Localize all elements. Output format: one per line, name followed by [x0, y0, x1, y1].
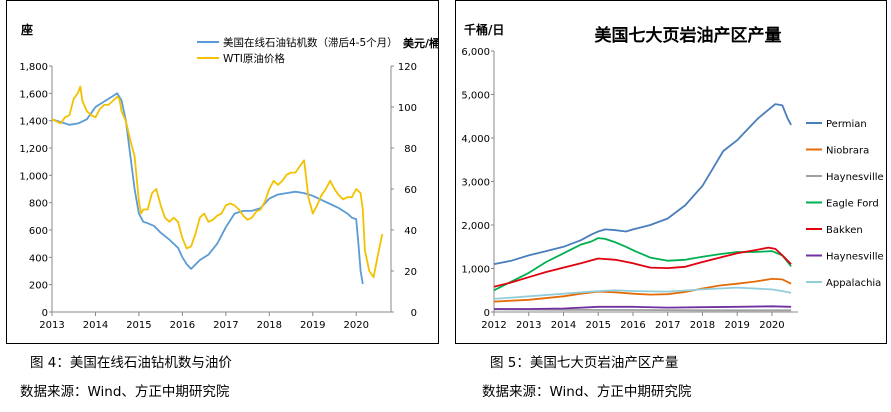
legend-label: Haynesville	[826, 172, 884, 183]
legend-label: WTI原油价格	[223, 52, 285, 65]
series-line	[494, 305, 792, 310]
right-axis-unit-label: 美元/桶	[403, 36, 438, 50]
left-y-tick-label: 0	[42, 308, 48, 319]
y-tick-label: 1,000	[461, 265, 490, 276]
y-tick-label: 3,000	[461, 178, 490, 189]
left-y-tick-label: 1,800	[19, 62, 48, 73]
legend-label: Haynesville	[826, 252, 884, 263]
x-tick-label: 2020	[344, 320, 369, 331]
legend-label: Bakken	[826, 225, 863, 236]
shale-production-svg: 千桶/日 美国七大页岩油产区产量 0 1,000 2,000 3,000 4,000 5,…	[461, 22, 884, 331]
x-tick-label: 2013	[516, 320, 541, 331]
left-y-tick-label: 1,000	[19, 171, 48, 182]
x-tick-label: 2016	[620, 320, 645, 331]
y-tick-label: 0	[484, 308, 490, 319]
x-tick-label: 2018	[690, 320, 715, 331]
x-axis-ticks: 2012 2013 2014 2015 2016 2017 2018 2019 2020	[481, 312, 785, 331]
x-tick-label: 2016	[170, 320, 195, 331]
x-tick-label: 2020	[759, 320, 784, 331]
x-axis-ticks: 2013 2014 2015 2016 2017 2018 2019 2020	[39, 312, 369, 331]
axes	[51, 66, 392, 313]
figure5-source: 数据来源：Wind、方正中期研究院	[482, 384, 692, 400]
x-tick-label: 2018	[257, 320, 282, 331]
left-y-tick-label: 200	[29, 281, 48, 292]
x-tick-label: 2014	[83, 320, 108, 331]
right-y-tick-label: 120	[398, 62, 417, 73]
right-y-tick-label: 60	[404, 185, 417, 196]
x-tick-label: 2013	[39, 320, 64, 331]
y-tick-label: 2,000	[461, 221, 490, 232]
right-y-tick-label: 100	[398, 103, 417, 114]
x-tick-label: 2012	[481, 320, 506, 331]
figure4-caption: 图 4：美国在线石油钻机数与油价	[30, 355, 232, 371]
series-lines	[51, 85, 384, 285]
left-y-tick-label: 1,600	[19, 89, 48, 100]
right-y-tick-label: 20	[404, 267, 417, 278]
x-tick-label: 2019	[300, 320, 325, 331]
right-y-tick-label: 80	[404, 144, 417, 155]
axes	[493, 51, 798, 313]
series-line	[51, 92, 364, 285]
x-tick-label: 2014	[551, 320, 576, 331]
y-axis-ticks: 0 1,000 2,000 3,000 4,000 5,000 6,000	[461, 47, 494, 319]
left-y-tick-label: 600	[29, 226, 48, 237]
y-tick-label: 6,000	[461, 47, 490, 58]
series-line	[51, 85, 384, 279]
figure5-caption: 图 5：美国七大页岩油产区产量	[490, 355, 679, 371]
left-y-tick-label: 800	[29, 199, 48, 210]
y-axis-unit-label: 千桶/日	[464, 22, 504, 37]
shale-production-chart: 千桶/日 美国七大页岩油产区产量 0 1,000 2,000 3,000 4,000 5,…	[455, 0, 887, 344]
x-tick-label: 2017	[213, 320, 238, 331]
left-y-axis-ticks: 0 200 400 600 800 1,000 1,200 1,400 1,600 1,800	[19, 62, 52, 319]
x-tick-label: 2019	[724, 320, 749, 331]
series-line	[493, 286, 792, 300]
right-y-tick-label: 40	[404, 226, 417, 237]
legend-label: Niobrara	[826, 146, 869, 157]
y-tick-label: 4,000	[461, 134, 490, 145]
x-tick-label: 2015	[586, 320, 611, 331]
legend-label: 美国在线石油钻机数（滞后4-5个月）	[223, 36, 398, 49]
left-axis-unit-label: 座	[20, 22, 33, 37]
right-y-axis-ticks: 0 20 40 60 80 100 120	[391, 62, 417, 319]
legend: 美国在线石油钻机数（滞后4-5个月） WTI原油价格	[197, 36, 398, 65]
legend-label: Eagle Ford	[826, 199, 879, 210]
series-lines	[493, 103, 792, 312]
series-line	[493, 277, 792, 303]
x-tick-label: 2015	[126, 320, 151, 331]
rig-count-vs-oil-price-chart: 座 美元/桶 0 200 400 600 800 1,000 1,200 1,400 1,600…	[6, 0, 440, 344]
right-y-tick-label: 0	[411, 308, 417, 319]
legend-label: Appalachia	[826, 278, 881, 289]
y-tick-label: 5,000	[461, 91, 490, 102]
figure4-source: 数据来源：Wind、方正中期研究院	[20, 384, 230, 400]
chart-title: 美国七大页岩油产区产量	[595, 25, 782, 46]
legend-label: Permian	[826, 119, 867, 130]
legend: Permian Niobrara Haynesville Eagle Ford Bakk…	[806, 119, 884, 289]
left-y-tick-label: 1,200	[19, 144, 48, 155]
rig-count-vs-oil-price-svg: 座 美元/桶 02004006008001,0001,2001,4001,600…	[19, 22, 440, 331]
series-line	[493, 103, 792, 265]
left-y-tick-label: 1,400	[19, 117, 48, 128]
series-line	[493, 308, 792, 312]
series-line	[493, 246, 792, 288]
x-tick-label: 2017	[655, 320, 680, 331]
left-y-tick-label: 400	[29, 253, 48, 264]
